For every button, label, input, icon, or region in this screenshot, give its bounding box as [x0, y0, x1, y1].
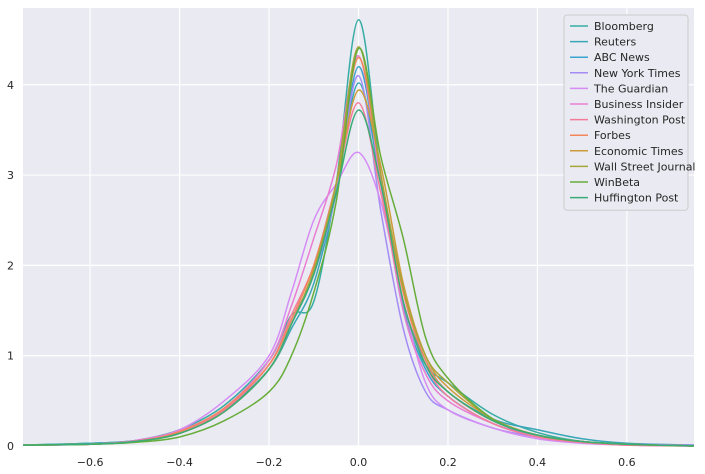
legend-label: New York Times: [594, 67, 681, 80]
series-line-the-guardian: [22, 151, 695, 447]
legend-label: ABC News: [594, 51, 650, 64]
y-tick-label: 1: [7, 350, 14, 363]
x-tick-label: 0.6: [618, 456, 636, 469]
x-tick-label: −0.2: [256, 456, 283, 469]
legend-label: Washington Post: [594, 114, 686, 127]
y-tick-label: 4: [7, 79, 14, 92]
legend-label: Reuters: [594, 36, 636, 49]
legend-label: Business Insider: [594, 98, 684, 111]
x-tick-label: 0.0: [350, 456, 368, 469]
y-axis-ticks: 0 1 2 3 4: [7, 79, 14, 453]
x-tick-label: −0.6: [77, 456, 104, 469]
y-tick-label: 2: [7, 259, 14, 272]
legend-label: Bloomberg: [594, 20, 654, 33]
series-line-huffington-post: [22, 109, 695, 447]
legend-label: WinBeta: [594, 176, 640, 189]
legend-label: Huffington Post: [594, 192, 679, 205]
legend-label: Forbes: [594, 129, 631, 142]
legend-label: Economic Times: [594, 145, 684, 158]
series-lines: [22, 18, 695, 447]
legend-label: The Guardian: [593, 82, 668, 95]
legend: Bloomberg Reuters ABC News New York Times Th…: [563, 14, 696, 211]
x-axis-ticks: −0.6 −0.4 −0.2 0.0 0.2 0.4 0.6: [77, 456, 636, 469]
x-tick-label: 0.2: [439, 456, 457, 469]
legend-label: Wall Street Journal: [594, 160, 696, 173]
legend-box: [563, 14, 689, 211]
y-tick-label: 0: [7, 440, 14, 453]
series-line-washington-post: [22, 102, 695, 447]
y-tick-label: 3: [7, 169, 14, 182]
x-tick-label: −0.4: [166, 456, 193, 469]
x-tick-label: 0.4: [529, 456, 547, 469]
